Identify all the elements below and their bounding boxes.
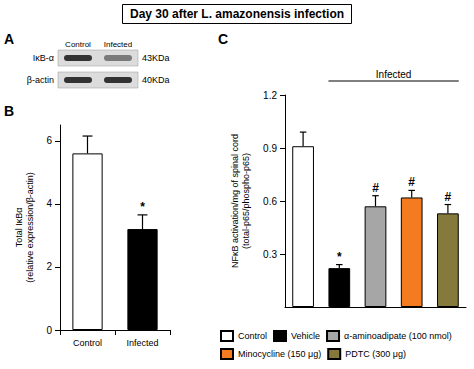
svg-text:Total IκBα: Total IκBα	[14, 208, 24, 248]
svg-text:0.3: 0.3	[263, 249, 277, 260]
svg-text:Control: Control	[65, 40, 91, 49]
svg-text:#: #	[445, 190, 452, 204]
svg-text:Minocycline (150 μg): Minocycline (150 μg)	[238, 349, 321, 359]
svg-text:1.2: 1.2	[263, 90, 277, 101]
svg-text:Day 30 after L. amazonensis in: Day 30 after L. amazonensis infection	[130, 7, 344, 21]
svg-text:4: 4	[46, 198, 52, 209]
svg-text:PDTC (300 μg): PDTC (300 μg)	[345, 349, 406, 359]
svg-text:B: B	[4, 103, 14, 119]
svg-text:IκB-α: IκB-α	[33, 53, 54, 63]
svg-text:(total-p65/phospho-p65): (total-p65/phospho-p65)	[241, 153, 251, 249]
svg-text:*: *	[337, 250, 342, 264]
svg-text:C: C	[218, 31, 228, 47]
svg-text:#: #	[372, 181, 379, 195]
svg-text:*: *	[140, 200, 145, 214]
svg-text:6: 6	[46, 135, 52, 146]
svg-text:Control: Control	[238, 331, 267, 341]
svg-text:Infected: Infected	[104, 40, 132, 49]
svg-text:2: 2	[46, 261, 52, 272]
svg-text:(relative expression/β-actin): (relative expression/β-actin)	[25, 172, 35, 283]
svg-text:Vehicle: Vehicle	[291, 331, 320, 341]
svg-text:#: #	[408, 175, 415, 189]
svg-text:0: 0	[46, 325, 52, 336]
svg-text:Infected: Infected	[126, 338, 158, 348]
svg-text:NFκB activation/mg of spinal c: NFκB activation/mg of spinal cord	[230, 134, 240, 268]
svg-text:β-actin: β-actin	[27, 75, 54, 85]
svg-text:α-aminoadipate (100 nmol): α-aminoadipate (100 nmol)	[344, 331, 452, 341]
svg-text:Infected: Infected	[376, 69, 412, 80]
svg-text:Control: Control	[73, 338, 102, 348]
svg-text:0.6: 0.6	[263, 196, 277, 207]
svg-text:0.9: 0.9	[263, 143, 277, 154]
svg-text:A: A	[4, 31, 14, 47]
svg-text:40KDa: 40KDa	[142, 75, 170, 85]
svg-text:43KDa: 43KDa	[142, 53, 170, 63]
